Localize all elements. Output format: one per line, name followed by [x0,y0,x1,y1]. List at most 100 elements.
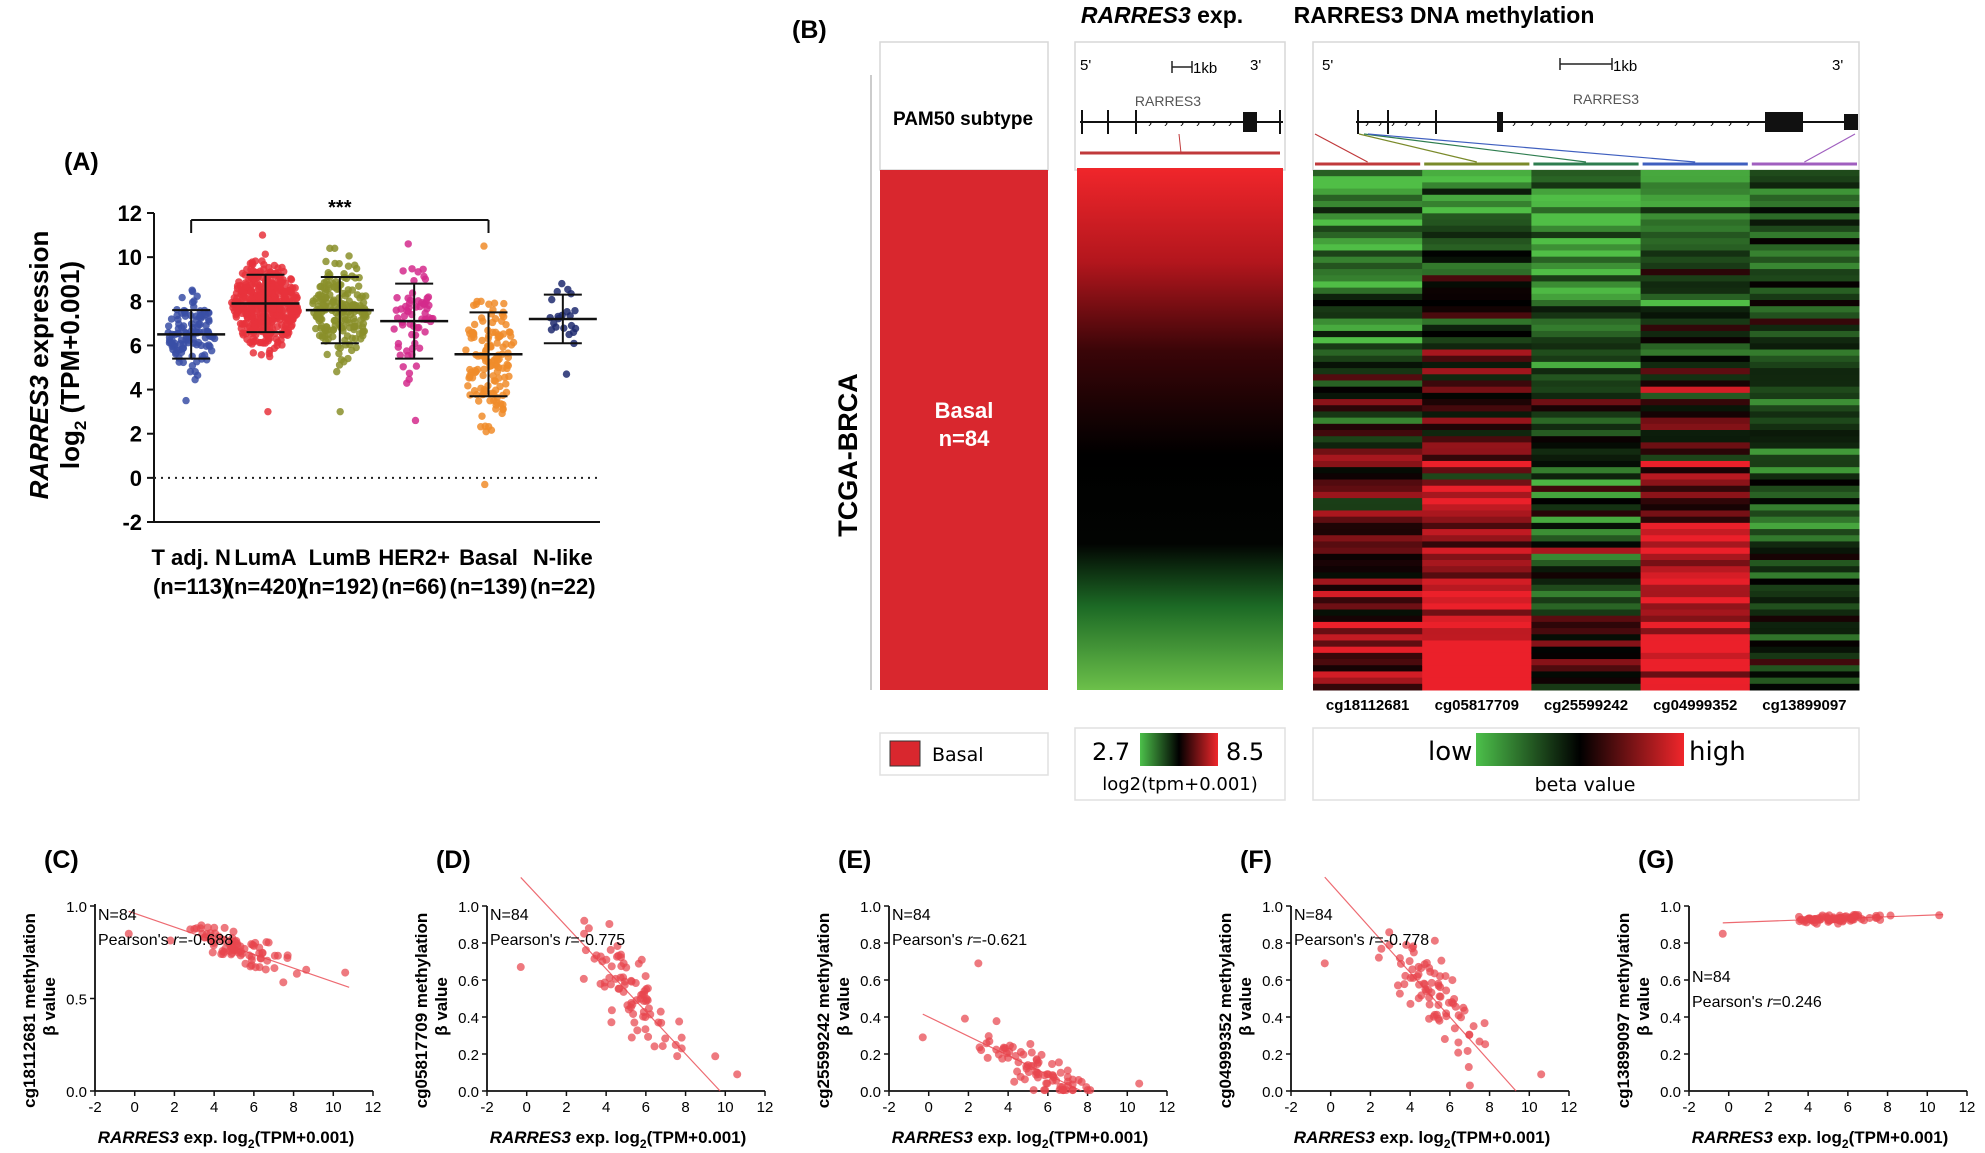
x-tick-label: 8 [1083,1099,1091,1116]
heatmap-cell [1422,560,1532,567]
heatmap-cell [1749,182,1860,190]
heatmap-cell [1749,634,1860,641]
heatmap-cell [1749,312,1860,320]
heatmap-cell [1749,324,1860,332]
data-point [1029,1086,1038,1095]
data-point [637,990,646,999]
heatmap-cell [1422,516,1532,524]
heatmap-cell [1749,200,1860,208]
expression-five-prime: 5' [1080,57,1091,74]
y-tick-label: 0.6 [1262,973,1283,990]
heatmap-cell [1749,467,1860,474]
data-point [1059,1086,1068,1095]
x-tick-label: 2 [964,1099,972,1116]
heatmap-cell [1313,349,1423,357]
heatmap-cell [1313,479,1423,487]
heatmap-cell [1749,442,1860,450]
data-point [627,1033,636,1042]
data-point [261,965,270,974]
data-point [344,262,353,270]
data-point [421,328,429,336]
heatmap-cell [1422,541,1532,549]
data-point [492,398,501,406]
gene-strand-arrow: › [1638,116,1642,130]
data-point [333,367,341,376]
data-point [1437,956,1446,965]
data-point [607,1006,616,1015]
panel-d: (D) 0.0 0.2 0.4 0.6 0.8 1.0 -2 0 2 4 6 8 10 12 RARRES3… [412,846,773,1151]
data-point [331,316,339,325]
data-point [249,260,257,269]
y-tick-label: 0.4 [458,1010,479,1027]
heatmap-cell [1531,454,1642,462]
x-axis-label-rest: exp. log [1375,1128,1444,1147]
data-point [478,412,486,420]
gene-strand-arrow: › [1674,116,1678,130]
data-point [646,1010,655,1019]
data-point [257,351,266,359]
heatmap-cell [1422,640,1532,648]
heatmap-cell [1749,560,1860,567]
expression-exon-block [1243,112,1257,132]
heatmap-cell [1422,479,1532,487]
data-point [579,974,588,983]
data-point [464,382,472,390]
heatmap-cell [1313,430,1423,437]
heatmap-cell [1640,306,1751,313]
n-annotation: N=84 [98,907,137,924]
data-point [627,977,636,986]
heatmap-cell [1531,541,1642,549]
heatmap-cell [1640,399,1751,406]
pearson-annotation: Pearson's r=-0.688 [98,932,233,949]
data-point [1074,1076,1083,1085]
heatmap-cell [1531,176,1642,183]
heatmap-cell [1313,244,1423,251]
data-point [1430,936,1439,945]
data-point [1320,959,1329,968]
data-point [241,271,249,279]
data-point [164,322,173,330]
heatmap-cell [1749,529,1860,536]
heatmap-cell [1313,436,1423,443]
data-point [398,321,407,329]
gene-strand-arrow: › [1710,116,1714,130]
heatmap-cell [1749,330,1860,338]
data-point [558,279,566,288]
heatmap-cell [1749,300,1860,307]
data-point [1377,944,1386,953]
heatmap-cell [1422,510,1532,518]
heatmap-cell [1422,467,1532,474]
data-point [632,996,641,1005]
data-point [350,314,358,323]
heatmap-cell [1749,628,1860,635]
data-point [261,250,269,258]
heatmap-cell [1531,590,1642,598]
data-point [280,267,288,276]
heatmap-cell [1422,287,1532,295]
heatmap-cell [1313,603,1423,611]
gene-strand-arrow: › [1365,116,1369,130]
heatmap-cell [1749,374,1860,381]
heatmap-cell [1531,182,1642,190]
y-axis-label-beta: β value [432,977,451,1036]
gene-strand-arrow: › [1746,116,1750,130]
x-tick-label: 0 [1725,1099,1733,1116]
heatmap-cell [1749,603,1860,611]
data-point [341,968,350,977]
heatmap-cell [1640,368,1751,375]
heatmap-cell [1640,219,1751,227]
gene-strand-arrow: › [1164,116,1168,130]
data-point [1935,911,1944,920]
heatmap-cell [1640,287,1751,295]
data-point [615,984,624,993]
expression-legend-min: 2.7 [1092,738,1130,766]
heatmap-cell [1749,318,1860,326]
data-point [421,309,429,317]
data-point [182,396,190,405]
basal-subtype-bar [880,170,1048,690]
heatmap-cell [1531,603,1642,611]
probe-link-cg05817709 [1358,133,1477,163]
panel-g-label: (G) [1638,846,1674,874]
heatmap-cell [1640,547,1751,555]
data-point [247,305,256,313]
